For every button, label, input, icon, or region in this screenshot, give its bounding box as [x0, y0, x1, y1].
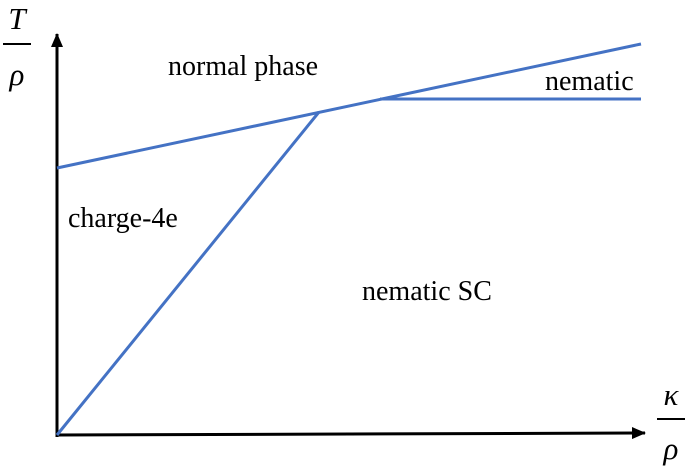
- normal-phase-boundary: [56, 42, 642, 170]
- charge-4e-boundary: [55, 111, 321, 436]
- x-axis-denominator: ρ: [663, 431, 679, 466]
- region-label-nematic-sc: nematic SC: [362, 276, 492, 307]
- x-axis: [55, 427, 646, 440]
- y-axis-denominator: ρ: [9, 57, 25, 92]
- region-label-normal-phase: normal phase: [168, 51, 318, 82]
- region-label-charge-4e: charge-4e: [68, 203, 178, 234]
- x-axis-label: κ ρ: [657, 377, 685, 466]
- x-axis-numerator: κ: [664, 377, 680, 412]
- y-axis-label: T ρ: [3, 1, 31, 92]
- region-label-nematic: nematic: [545, 66, 634, 97]
- y-axis-numerator: T: [8, 1, 28, 36]
